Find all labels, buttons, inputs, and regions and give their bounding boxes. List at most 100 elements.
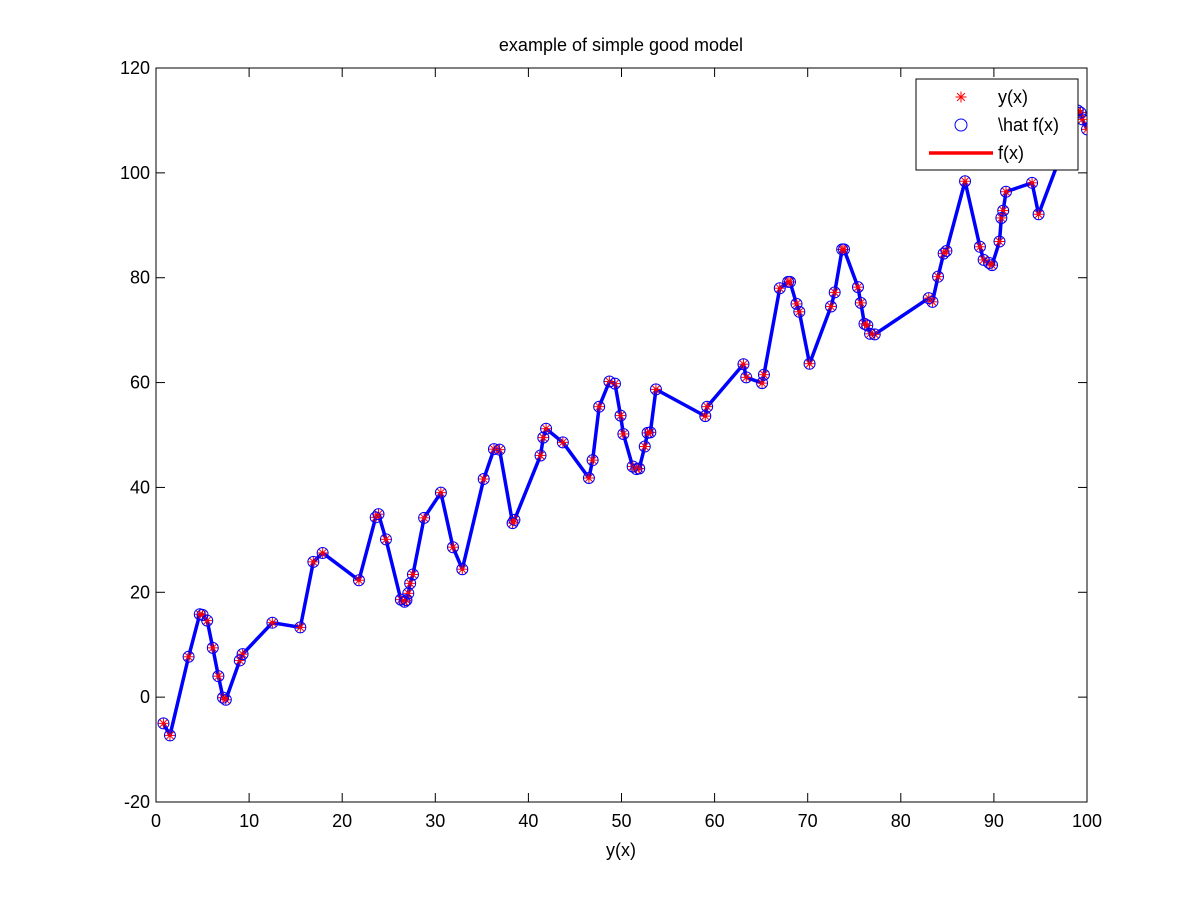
y-tick-label: -20 — [124, 792, 150, 812]
marker-hat-f — [219, 693, 232, 706]
marker-hat-f — [418, 511, 431, 524]
marker-hat-f — [932, 270, 945, 283]
marker-hat-f — [369, 511, 382, 524]
marker-y — [740, 371, 752, 383]
x-tick-label: 70 — [798, 811, 818, 831]
marker-hat-f — [649, 383, 662, 396]
legend-box — [915, 78, 1079, 171]
marker-hat-f — [556, 436, 569, 449]
y-tick-label: 40 — [130, 477, 150, 497]
marker-hat-f — [352, 574, 365, 587]
marker-hat-f — [973, 240, 986, 253]
x-tick-label: 10 — [239, 811, 259, 831]
marker-hat-f — [644, 426, 657, 439]
marker-hat-f — [861, 319, 874, 332]
marker-hat-f — [236, 648, 249, 661]
marker-y — [1076, 113, 1087, 125]
marker-y — [974, 241, 986, 253]
marker-y — [1081, 123, 1087, 135]
marker-y — [317, 547, 329, 559]
marker-hat-f — [406, 568, 419, 581]
y-tick-label: 80 — [130, 268, 150, 288]
marker-hat-f — [1000, 185, 1013, 198]
marker-hat-f — [997, 204, 1010, 217]
x-tick-label: 50 — [611, 811, 631, 831]
x-tick-label: 20 — [332, 811, 352, 831]
marker-hat-f — [537, 431, 550, 444]
marker-hat-f — [699, 410, 712, 423]
x-tick-label: 60 — [705, 811, 725, 831]
marker-hat-f — [1081, 123, 1087, 136]
marker-y — [829, 286, 841, 298]
marker-y — [266, 617, 278, 629]
y-tick-label: 120 — [120, 58, 150, 78]
marker-hat-f — [212, 670, 225, 683]
marker-y — [825, 301, 837, 313]
marker-hat-f — [402, 587, 415, 600]
marker-y — [557, 436, 569, 448]
marker-hat-f — [937, 247, 950, 260]
marker-hat-f — [1032, 208, 1045, 221]
marker-hat-f — [922, 292, 935, 305]
legend: y(x) \hat f(x) f(x) — [915, 78, 1079, 171]
marker-y — [852, 281, 864, 293]
marker-hat-f — [586, 454, 599, 467]
marker-hat-f — [582, 471, 595, 484]
marker-y — [804, 358, 816, 370]
marker-hat-f — [201, 614, 214, 627]
y-tick-label: 60 — [130, 373, 150, 393]
marker-hat-f — [603, 375, 616, 388]
legend-label: f(x) — [998, 143, 1024, 163]
marker-hat-f — [793, 305, 806, 318]
legend-label: y(x) — [998, 87, 1028, 107]
marker-hat-f — [294, 621, 307, 634]
marker-hat-f — [593, 400, 606, 413]
marker-y — [737, 358, 749, 370]
x-tick-label: 80 — [891, 811, 911, 831]
marker-y — [456, 563, 468, 575]
marker-y — [183, 651, 195, 663]
marker-hat-f — [773, 282, 786, 295]
marker-y — [380, 533, 392, 545]
marker-hat-f — [993, 235, 1006, 248]
marker-hat-f — [851, 281, 864, 294]
marker-hat-f — [803, 357, 816, 370]
marker-y — [774, 282, 786, 294]
y-tick-label: 100 — [120, 163, 150, 183]
x-axis-label: y(x) — [606, 840, 636, 860]
x-tick-label: 30 — [425, 811, 445, 831]
marker-y — [615, 410, 627, 422]
marker-hat-f — [1026, 176, 1039, 189]
marker-hat-f — [740, 371, 753, 384]
plot-series-group — [157, 104, 1087, 742]
marker-y — [478, 473, 490, 485]
marker-hat-f — [784, 275, 797, 288]
marker-y — [855, 297, 867, 309]
marker-hat-f — [233, 654, 246, 667]
marker-y — [447, 541, 459, 553]
marker-hat-f — [398, 595, 411, 608]
chart-title: example of simple good model — [499, 35, 743, 55]
marker-y — [307, 556, 319, 568]
marker-y — [993, 236, 1005, 248]
marker-hat-f — [379, 533, 392, 546]
x-tick-label: 40 — [518, 811, 538, 831]
marker-y — [701, 401, 713, 413]
marker-hat-f — [266, 616, 279, 629]
marker-hat-f — [940, 244, 953, 257]
marker-y — [869, 328, 881, 340]
marker-hat-f — [157, 717, 170, 730]
marker-hat-f — [824, 300, 837, 313]
marker-hat-f — [534, 449, 547, 462]
marker-y — [587, 454, 599, 466]
marker-hat-f — [983, 257, 996, 270]
marker-hat-f — [400, 594, 413, 607]
marker-y — [1000, 186, 1012, 198]
marker-y — [157, 717, 169, 729]
marker-y — [1033, 208, 1045, 220]
plot-area — [157, 104, 1087, 742]
marker-y — [164, 729, 176, 741]
marker-hat-f — [182, 650, 195, 663]
y-tick-label: 20 — [130, 582, 150, 602]
